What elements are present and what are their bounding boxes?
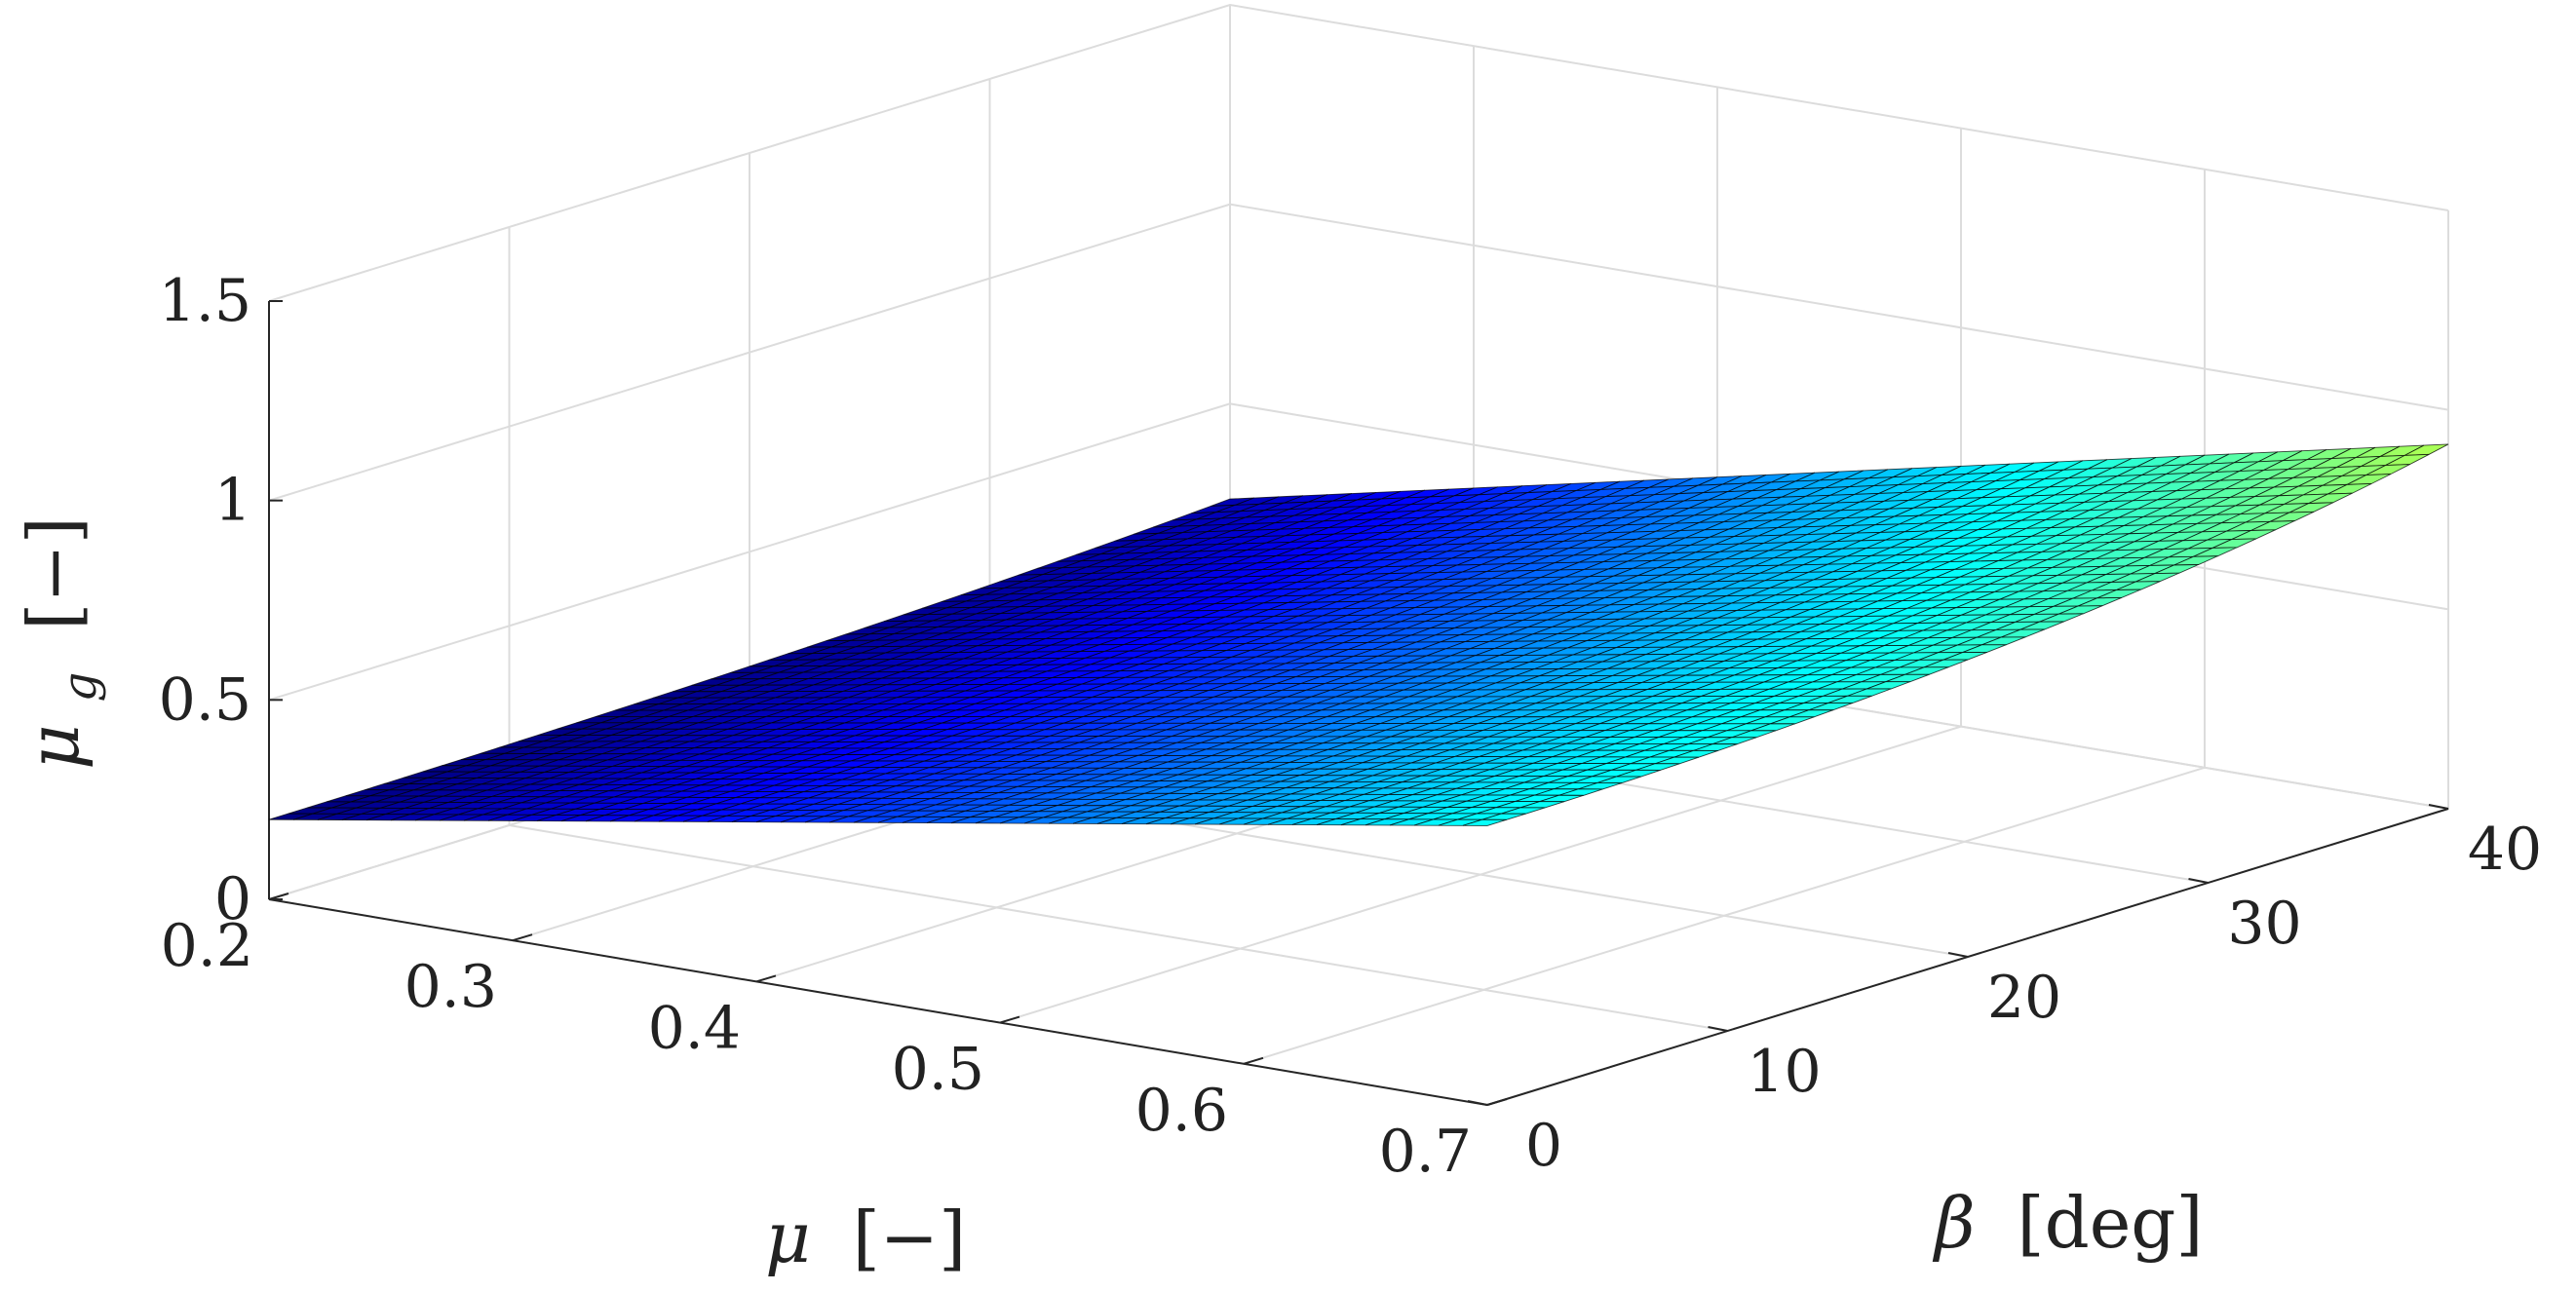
grid-line-z	[268, 3, 2449, 302]
tick-labels: 0 0.5 1 1.5 0.2 0.3 0.4 0.5 0.6 0.7 0 10 20 30 40	[159, 267, 2543, 1186]
x-tick	[268, 893, 289, 900]
x-tick	[1486, 1098, 1508, 1106]
x-tick-label: 0.7	[1379, 1118, 1472, 1186]
x-tick	[512, 933, 533, 942]
y-tick	[1467, 1100, 1488, 1106]
x-tick-label: 0.6	[1135, 1077, 1228, 1145]
y-tick-label: 20	[1987, 964, 2061, 1032]
z-axis-label: μ g [−]	[13, 516, 112, 770]
z-tick-label: 1.5	[159, 267, 251, 335]
x-tick-label: 0.5	[892, 1036, 984, 1104]
grid-line-z	[268, 203, 2449, 502]
y-tick-label: 30	[2227, 890, 2301, 958]
x-axis-label: μ [−]	[765, 1197, 966, 1278]
y-tick	[2188, 878, 2209, 884]
z-tick-label: 0	[214, 865, 251, 933]
y-tick-label: 40	[2468, 816, 2542, 884]
y-tick-label: 0	[1525, 1112, 1562, 1180]
y-axis-label: β [deg]	[1932, 1182, 2203, 1264]
y-tick	[2428, 804, 2449, 810]
z-tick-label: 0.5	[159, 665, 251, 734]
x-tick-label: 0.3	[404, 953, 497, 1021]
grid-line-y	[508, 227, 1728, 1032]
x-tick-label: 0.2	[161, 912, 253, 980]
axes	[268, 300, 2449, 1106]
y-tick-label: 10	[1747, 1038, 1821, 1106]
y-tick	[1947, 952, 1969, 958]
y-tick	[1708, 1026, 1728, 1032]
surface-cell	[1462, 818, 1507, 826]
svg-text:μ g [−]: μ g [−]	[13, 516, 112, 770]
surface	[268, 443, 2449, 826]
x-tick	[999, 1015, 1020, 1024]
z-tick-label: 1	[214, 467, 251, 535]
x-tick	[1243, 1056, 1264, 1065]
x-tick-label: 0.4	[648, 994, 741, 1062]
x-tick	[755, 974, 777, 983]
x-axis-line	[268, 898, 1488, 1106]
